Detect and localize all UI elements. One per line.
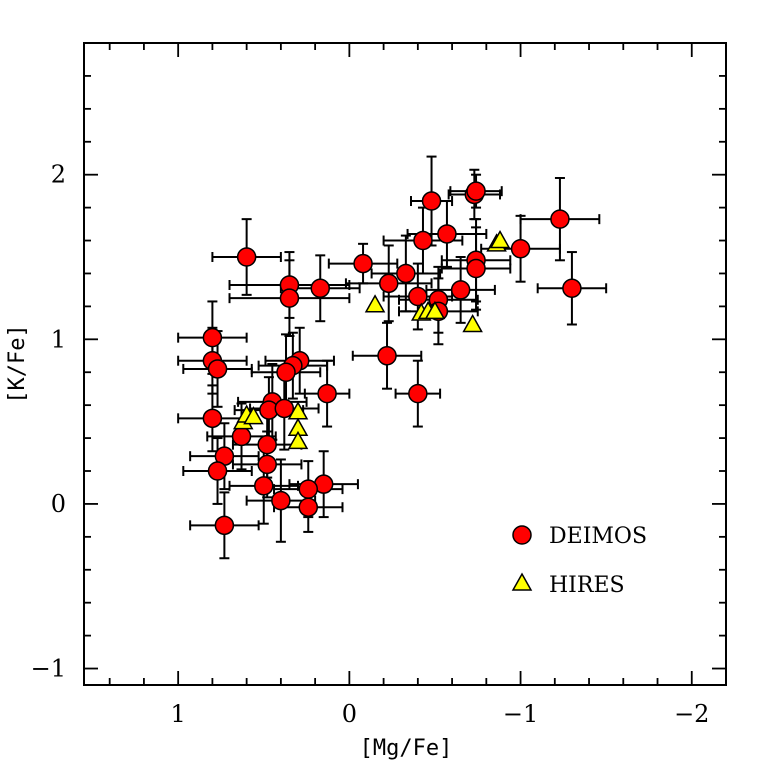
legend-marker-hires <box>511 572 533 591</box>
deimos-point <box>353 253 373 274</box>
deimos-point <box>298 497 319 517</box>
deimos-point <box>271 490 291 511</box>
deimos-point <box>231 426 252 447</box>
deimos-point <box>510 239 531 259</box>
deimos-point <box>207 461 228 481</box>
deimos-point <box>550 209 570 229</box>
deimos-point <box>408 383 428 404</box>
tick-labels: 1 0 −1 −2 −1 0 1 2 <box>31 161 710 728</box>
x-tick-label: −2 <box>674 700 709 728</box>
deimos-point <box>378 273 399 294</box>
deimos-point <box>466 258 486 279</box>
x-tick-label: −1 <box>503 700 538 728</box>
hires-point <box>287 430 309 450</box>
deimos-point <box>421 191 442 211</box>
deimos-point <box>207 359 228 379</box>
legend-label-deimos: DEIMOS <box>549 524 647 549</box>
plot-frame <box>83 42 727 686</box>
y-tick-label: 0 <box>51 490 66 518</box>
deimos-point <box>413 230 433 251</box>
deimos-point <box>274 398 295 419</box>
deimos-point <box>298 479 319 499</box>
deimos-point <box>254 476 274 496</box>
x-tick-label: 1 <box>171 700 186 728</box>
deimos-point <box>396 263 416 284</box>
deimos-point <box>408 286 428 307</box>
data-points <box>202 181 582 536</box>
deimos-point <box>202 408 223 429</box>
hires-point <box>364 294 386 313</box>
hires-point <box>243 406 264 425</box>
deimos-point <box>317 383 337 404</box>
y-tick-label: 1 <box>51 325 66 353</box>
legend-label-hires: HIRES <box>549 573 625 598</box>
y-tick-label: −1 <box>31 655 66 683</box>
hires-point <box>462 313 483 333</box>
deimos-point <box>437 224 457 244</box>
y-axis-title: [K/Fe] <box>5 324 30 403</box>
deimos-point <box>276 362 296 382</box>
legend-marker-deimos <box>512 525 532 545</box>
y-tick-label: 2 <box>51 161 66 189</box>
deimos-point <box>257 454 277 475</box>
deimos-point <box>279 288 300 308</box>
deimos-point <box>236 247 257 267</box>
deimos-point <box>214 515 235 536</box>
deimos-point <box>562 278 582 299</box>
x-axis-title: [Mg/Fe] <box>360 736 453 761</box>
deimos-point <box>310 278 331 299</box>
deimos-point <box>377 346 397 366</box>
x-tick-label: 0 <box>342 700 357 728</box>
hires-point <box>489 230 511 249</box>
deimos-point <box>450 280 471 300</box>
deimos-point <box>202 327 223 348</box>
deimos-point <box>466 181 486 201</box>
hires-point <box>424 300 446 320</box>
axis-ticks <box>84 42 727 685</box>
legend: DEIMOS HIRES <box>511 524 647 598</box>
deimos-point <box>257 434 277 455</box>
